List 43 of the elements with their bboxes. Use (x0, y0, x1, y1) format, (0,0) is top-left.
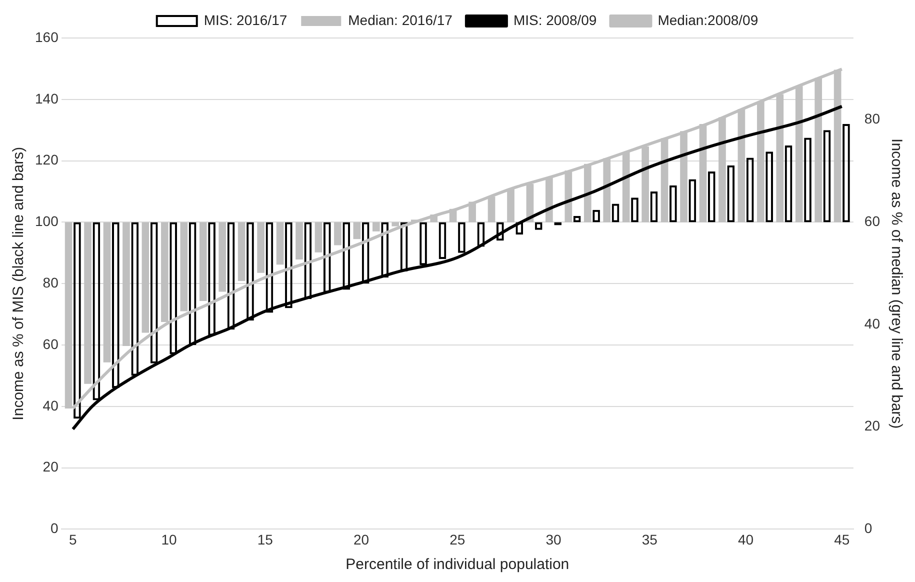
bar (546, 178, 553, 222)
y-tick-label: 80 (42, 274, 59, 290)
line-series (71, 104, 844, 431)
x-tick-label: 5 (68, 531, 77, 548)
legend-label: MIS: 2008/09 (513, 12, 597, 28)
x-tick-label: 15 (257, 531, 274, 548)
bar (392, 222, 400, 226)
bar (642, 146, 649, 222)
bar (584, 164, 592, 222)
y-tick-label: 120 (35, 152, 59, 168)
x-tick-label: 35 (642, 531, 658, 548)
x-tick-label: 10 (161, 531, 178, 548)
y-tick-label: 60 (42, 336, 59, 352)
bar (603, 158, 611, 222)
y2-axis-title: Income as % of median (grey line and bars) (888, 138, 905, 429)
bar (564, 170, 572, 222)
bar (507, 188, 514, 222)
y-tick-label: 0 (50, 520, 59, 536)
y-tick-label: 40 (42, 397, 59, 414)
x-tick-label: 30 (546, 531, 562, 548)
y-tick-label: 100 (35, 213, 59, 230)
y-tick-label: 160 (35, 28, 59, 45)
bar (488, 196, 496, 222)
bar (680, 131, 688, 222)
bar (353, 222, 361, 240)
y2-tick-label: 80 (864, 110, 880, 127)
x-tick-label: 40 (738, 531, 754, 548)
x-axis-title: Percentile of individual population (346, 556, 570, 574)
legend-label: Median:2008/09 (658, 12, 758, 28)
x-tick-label: 20 (353, 531, 370, 548)
x-tick-label: 45 (834, 531, 850, 548)
y-tick-label: 140 (35, 90, 59, 106)
y2-tick-label: 40 (864, 315, 880, 332)
legend-label: MIS: 2016/17 (204, 12, 288, 28)
y2-tick-label: 60 (864, 213, 880, 230)
y-tick-label: 20 (42, 458, 59, 475)
y-axis-title: Income as % of MIS (black line and bars) (10, 146, 28, 420)
bar (622, 152, 630, 222)
bar (372, 222, 380, 232)
x-tick-label: 25 (450, 531, 466, 548)
y2-tick-label: 20 (864, 418, 880, 434)
y2-tick-label: 0 (864, 520, 872, 536)
legend-label: Median: 2016/17 (348, 12, 453, 28)
